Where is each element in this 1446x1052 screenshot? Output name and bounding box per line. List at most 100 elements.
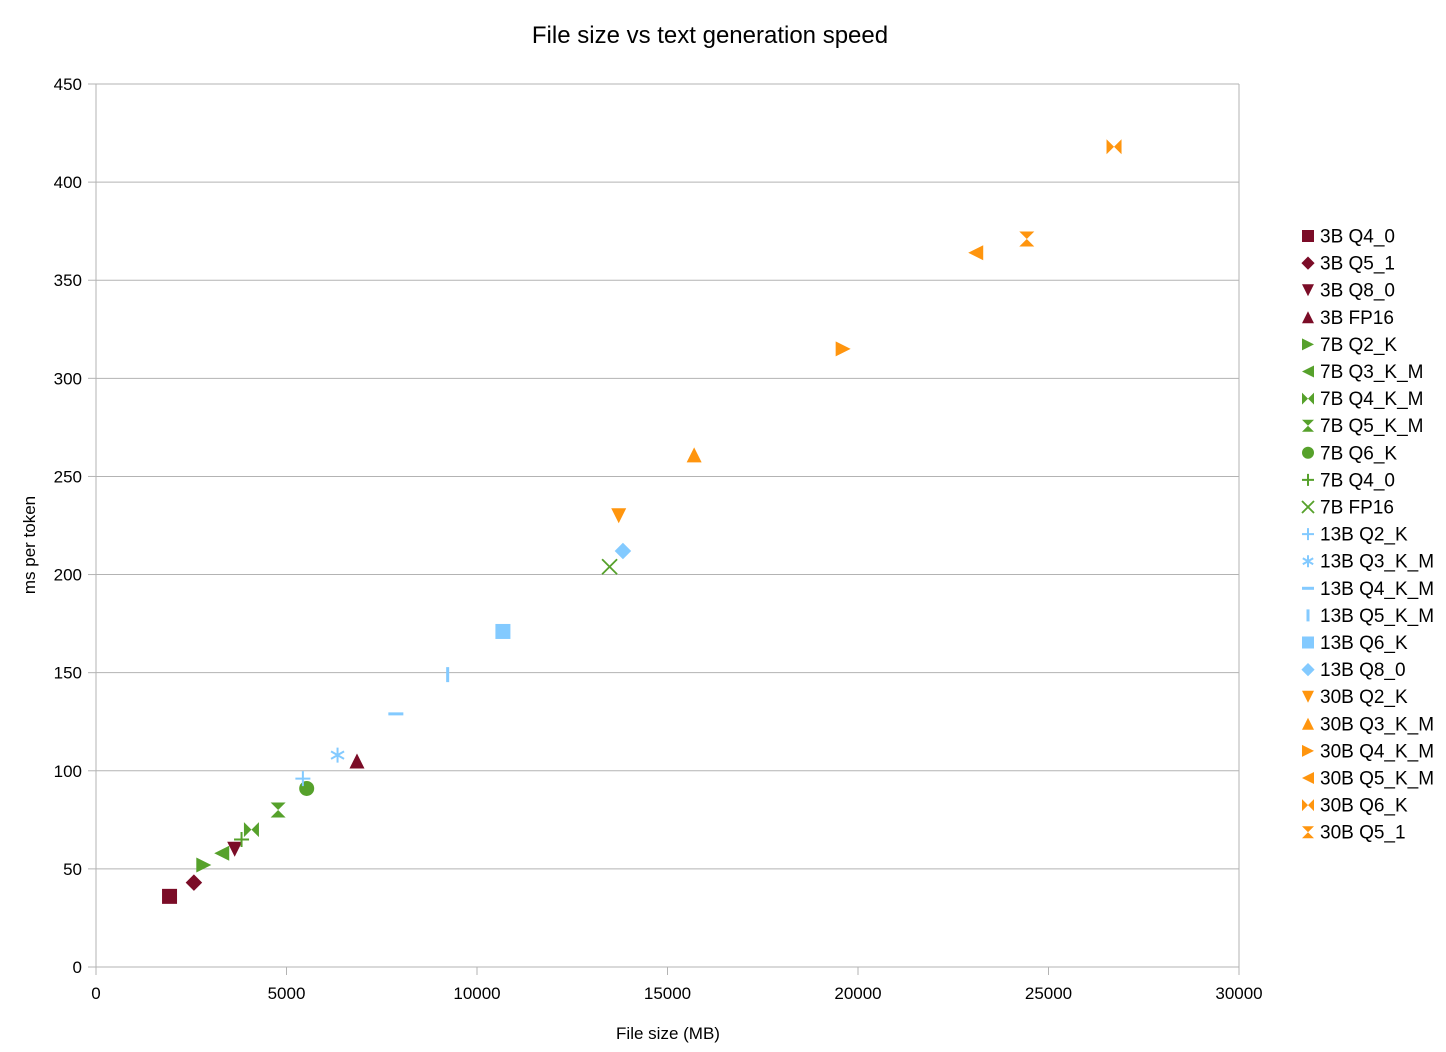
legend-marker [1302,528,1314,541]
y-tick-labels: 0 50 100 150 200 250 300 350 400 450 [54,75,82,977]
y-axis-label: ms per token [20,496,39,594]
y-tick-label: 50 [63,860,82,879]
legend-label: 3B Q4_0 [1320,227,1395,248]
data-point [1019,231,1035,247]
legend-item: 30B Q5_1 [1302,823,1406,844]
legend-label: 30B Q6_K [1320,796,1408,817]
legend-marker [1301,256,1315,270]
legend-item: 7B Q3_K_M [1302,362,1424,383]
x-tick-labels: 0 5000 10000 15000 20000 25000 30000 [91,984,1262,1003]
legend-marker [1302,717,1314,730]
data-point [1106,139,1122,155]
legend-label: 7B Q2_K [1320,335,1397,356]
legend-item: 30B Q4_K_M [1302,741,1434,762]
data-point [243,822,259,838]
legend-item: 7B Q6_K [1302,443,1397,464]
legend-label: 3B FP16 [1320,308,1394,329]
legend-label: 3B Q5_1 [1320,254,1395,275]
gridlines [96,83,1239,870]
x-tick-label: 25000 [1025,984,1072,1003]
legend-marker [1301,663,1315,677]
legend-item: 30B Q2_K [1302,687,1408,708]
legend-item: 7B Q2_K [1302,335,1397,356]
legend-label: 7B Q4_K_M [1320,389,1424,410]
data-point [835,341,851,357]
legend-marker [1302,473,1314,486]
x-tick-label: 10000 [453,984,500,1003]
legend-label: 30B Q2_K [1320,687,1408,708]
legend-item: 30B Q6_K [1302,796,1408,817]
legend-label: 13B Q6_K [1320,633,1408,654]
legend-marker [1302,799,1314,812]
y-tick-label: 450 [54,75,82,94]
legend-item: 30B Q3_K_M [1302,714,1434,735]
data-point [349,753,365,769]
legend-marker [1302,772,1314,784]
y-tick-label: 150 [54,664,82,683]
legend-label: 13B Q2_K [1320,525,1408,546]
legend-label: 30B Q5_K_M [1320,769,1434,790]
legend-label: 7B Q6_K [1320,443,1397,464]
data-points [162,139,1122,904]
legend-item: 13B Q6_K [1302,633,1408,654]
y-tick-label: 350 [54,271,82,290]
data-point [614,542,632,560]
legend-marker [1302,230,1314,242]
data-point [330,747,345,763]
data-point [495,623,511,639]
legend-label: 7B Q4_0 [1320,470,1395,491]
legend-label: 7B Q5_K_M [1320,416,1424,437]
legend-item: 7B Q4_0 [1302,470,1395,491]
legend-item: 3B FP16 [1302,308,1394,329]
data-point [446,667,450,683]
y-tick-label: 200 [54,566,82,585]
legend-marker [1302,338,1314,351]
data-point [196,857,212,873]
data-point [968,245,984,261]
legend-marker [1302,690,1314,703]
legend-label: 13B Q4_K_M [1320,579,1434,600]
data-point [686,447,702,463]
legend-marker [1306,609,1310,622]
data-point [185,874,203,891]
legend-marker [1302,311,1314,324]
legend-item: 13B Q4_K_M [1302,579,1434,600]
chart-title: File size vs text generation speed [532,22,888,49]
data-point [611,508,627,524]
data-point [214,845,230,861]
data-point [162,888,178,904]
legend-item: 3B Q4_0 [1302,227,1395,248]
legend-item: 13B Q8_0 [1301,660,1406,681]
data-point [601,558,618,575]
y-tick-label: 250 [54,467,82,486]
legend-label: 30B Q5_1 [1320,823,1406,844]
y-tick-label: 0 [73,958,82,977]
legend-item: 13B Q2_K [1302,525,1408,546]
legend: 3B Q4_0 3B Q5_1 3B Q8_0 3B FP16 7B Q2_K 7B Q3… [1301,227,1434,844]
legend-marker [1302,392,1314,405]
legend-marker [1302,744,1314,757]
legend-item: 7B Q4_K_M [1302,389,1424,410]
x-tick-label: 20000 [834,984,881,1003]
legend-marker [1302,826,1314,839]
legend-marker [1301,500,1315,514]
y-tick-label: 400 [54,173,82,192]
x-tick-label: 15000 [644,984,691,1003]
legend-marker [1302,419,1314,432]
y-tick-label: 100 [54,762,82,781]
legend-marker [1302,284,1314,297]
data-point [388,712,404,716]
legend-marker [1302,636,1314,649]
legend-label: 3B Q8_0 [1320,281,1395,302]
x-tick-label: 30000 [1215,984,1262,1003]
data-point [299,780,315,796]
legend-marker [1302,446,1314,459]
data-point [295,771,311,787]
legend-item: 3B Q5_1 [1301,254,1395,275]
legend-marker [1302,365,1314,378]
x-tick-label: 0 [91,984,100,1003]
legend-item: 3B Q8_0 [1302,281,1395,302]
data-point [270,802,286,818]
legend-item: 13B Q5_K_M [1306,606,1434,627]
